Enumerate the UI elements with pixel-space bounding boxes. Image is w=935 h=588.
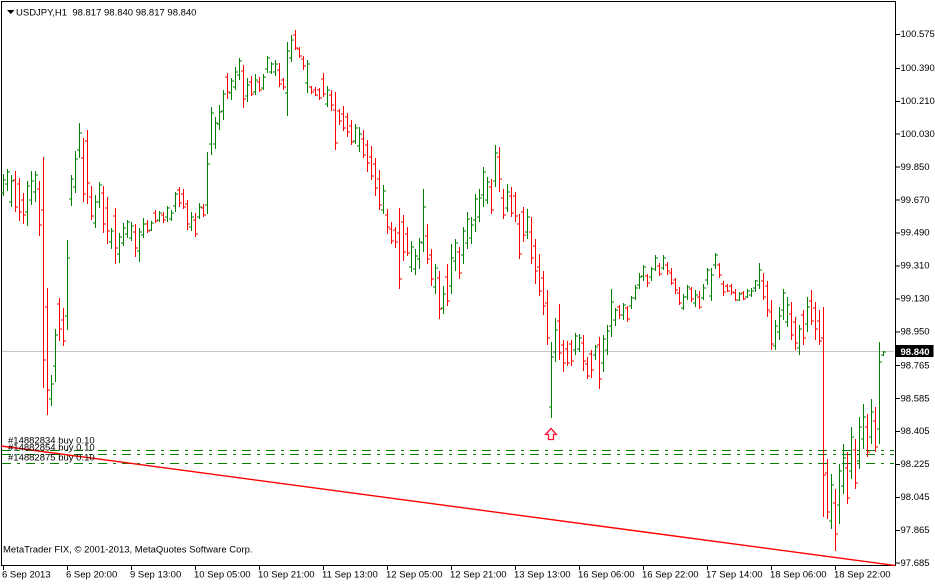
svg-text:#14882854 buy 0.10: #14882854 buy 0.10 xyxy=(8,443,95,454)
svg-text:16 Sep 06:00: 16 Sep 06:00 xyxy=(578,570,635,581)
svg-text:10 Sep 21:00: 10 Sep 21:00 xyxy=(258,570,315,581)
svg-text:6 Sep 2013: 6 Sep 2013 xyxy=(2,570,51,581)
svg-text:13 Sep 13:00: 13 Sep 13:00 xyxy=(514,570,571,581)
svg-text:12 Sep 21:00: 12 Sep 21:00 xyxy=(450,570,507,581)
svg-text:6 Sep 20:00: 6 Sep 20:00 xyxy=(66,570,117,581)
svg-text:11 Sep 13:00: 11 Sep 13:00 xyxy=(322,570,378,581)
svg-text:99.130: 99.130 xyxy=(901,294,930,305)
svg-text:MetaTrader FIX, © 2001-2013, M: MetaTrader FIX, © 2001-2013, MetaQuotes … xyxy=(3,545,253,556)
svg-text:18 Sep 22:00: 18 Sep 22:00 xyxy=(834,570,891,581)
svg-text:99.310: 99.310 xyxy=(901,261,930,272)
svg-text:98.405: 98.405 xyxy=(901,426,930,437)
svg-text:98.765: 98.765 xyxy=(901,360,930,371)
svg-text:97.865: 97.865 xyxy=(901,525,930,536)
svg-text:USDJPY,H1 98.817 98.840 98.81: USDJPY,H1 98.817 98.840 98.817 98.840 xyxy=(16,8,196,19)
svg-text:100.575: 100.575 xyxy=(901,29,935,40)
svg-text:98.950: 98.950 xyxy=(901,327,930,338)
svg-text:100.390: 100.390 xyxy=(901,63,935,74)
svg-text:98.840: 98.840 xyxy=(901,347,930,358)
svg-text:99.490: 99.490 xyxy=(901,228,930,239)
svg-text:#14882834 buy 0.10: #14882834 buy 0.10 xyxy=(8,435,95,446)
svg-text:97.685: 97.685 xyxy=(901,558,930,569)
svg-text:99.670: 99.670 xyxy=(901,195,930,206)
svg-text:16 Sep 22:00: 16 Sep 22:00 xyxy=(642,570,699,581)
svg-text:98.045: 98.045 xyxy=(901,492,930,503)
svg-text:17 Sep 14:00: 17 Sep 14:00 xyxy=(706,570,763,581)
svg-text:100.030: 100.030 xyxy=(901,129,935,140)
svg-text:99.850: 99.850 xyxy=(901,162,930,173)
svg-text:10 Sep 05:00: 10 Sep 05:00 xyxy=(194,570,251,581)
svg-text:#14882875 buy 0.10: #14882875 buy 0.10 xyxy=(8,453,95,464)
svg-text:98.585: 98.585 xyxy=(901,393,930,404)
svg-text:98.225: 98.225 xyxy=(901,459,930,470)
svg-text:12 Sep 05:00: 12 Sep 05:00 xyxy=(386,570,443,581)
svg-text:9 Sep 13:00: 9 Sep 13:00 xyxy=(130,570,181,581)
svg-text:18 Sep 06:00: 18 Sep 06:00 xyxy=(770,570,827,581)
svg-text:100.210: 100.210 xyxy=(901,96,935,107)
